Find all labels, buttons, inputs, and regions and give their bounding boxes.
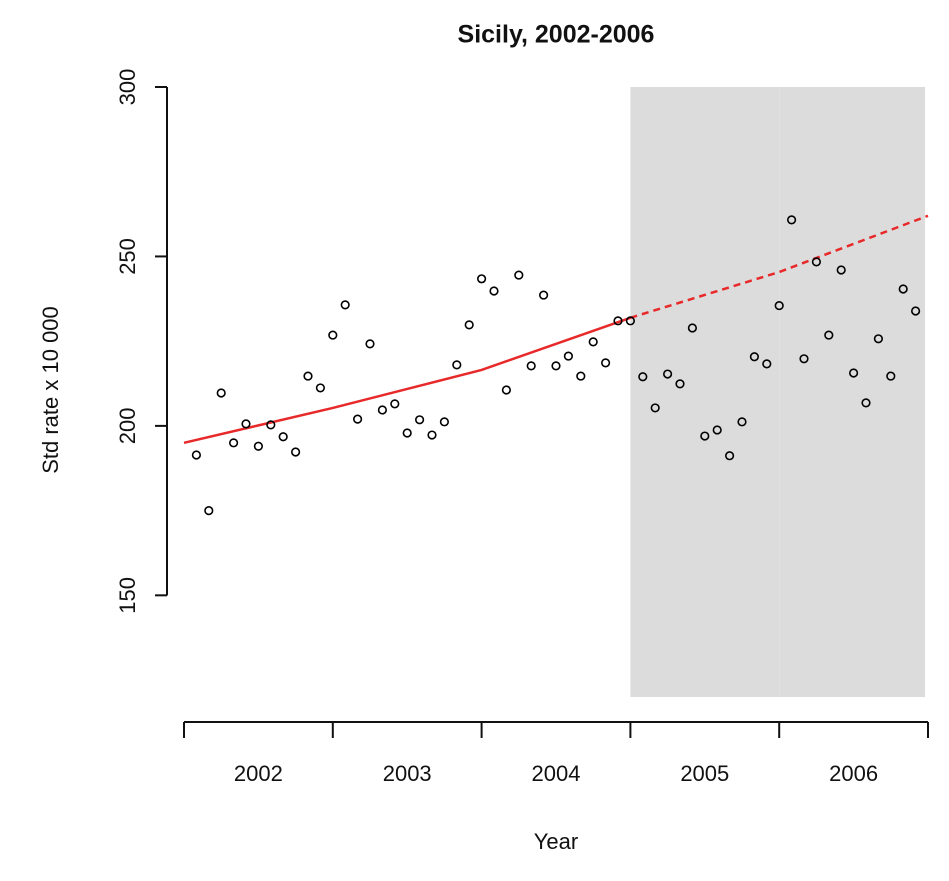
data-point	[650, 403, 660, 413]
x-group-label: 2005	[680, 761, 729, 786]
data-point	[799, 354, 809, 364]
data-point	[836, 265, 846, 275]
data-point	[477, 274, 487, 284]
x-group-label: 2004	[532, 761, 581, 786]
data-point	[613, 316, 623, 326]
data-point	[390, 399, 400, 409]
data-point	[489, 286, 499, 296]
data-point	[266, 420, 276, 430]
data-point	[662, 369, 673, 379]
data-point	[824, 330, 834, 340]
data-point	[848, 368, 859, 378]
data-point	[712, 425, 722, 435]
data-point	[600, 358, 611, 368]
data-point	[377, 405, 388, 415]
data-point	[886, 371, 896, 381]
x-group-label: 2006	[829, 761, 878, 786]
data-point	[588, 337, 598, 347]
shaded-region	[779, 87, 925, 697]
data-point	[328, 330, 338, 340]
data-point	[625, 316, 636, 326]
data-point	[551, 361, 561, 371]
x-axis-label: Year	[534, 829, 578, 854]
data-point	[229, 438, 239, 448]
data-point	[315, 383, 326, 393]
chart-title: Sicily, 2002-2006	[458, 21, 655, 49]
y-tick-label: 200	[115, 408, 140, 445]
trend-line	[630, 214, 929, 319]
data-point	[786, 215, 797, 225]
data-point	[191, 450, 201, 460]
data-point	[216, 388, 226, 398]
x-group-label: 2003	[383, 761, 432, 786]
shaded-region	[630, 87, 780, 697]
y-tick-label: 300	[115, 69, 140, 106]
data-point	[415, 415, 425, 425]
data-point	[204, 506, 214, 516]
data-point	[861, 398, 871, 408]
y-tick-label: 250	[115, 238, 140, 275]
data-point	[563, 351, 574, 361]
data-point	[514, 270, 524, 280]
data-point	[452, 360, 462, 370]
data-point	[873, 334, 884, 344]
data-point	[427, 430, 437, 440]
data-point	[811, 257, 822, 267]
data-point	[576, 371, 586, 381]
data-point	[353, 414, 363, 424]
data-point	[501, 385, 512, 395]
data-point	[241, 419, 251, 429]
y-tick-label: 150	[115, 577, 140, 614]
data-point	[737, 417, 747, 427]
data-point	[439, 417, 450, 427]
data-point	[365, 339, 375, 349]
data-point	[253, 441, 263, 451]
data-point	[675, 379, 685, 389]
data-point	[724, 451, 735, 461]
data-point	[303, 371, 313, 381]
data-point	[402, 428, 412, 438]
data-point	[898, 284, 908, 294]
data-point	[749, 352, 760, 362]
data-point	[774, 300, 784, 311]
data-point	[291, 447, 301, 457]
data-point	[638, 372, 648, 382]
x-group-label: 2002	[234, 761, 283, 786]
data-point	[687, 323, 698, 333]
data-point	[526, 361, 536, 371]
data-point	[340, 300, 350, 310]
y-axis-label: Std rate x 10 000	[38, 306, 63, 474]
data-point	[762, 359, 772, 369]
data-point	[464, 320, 474, 330]
data-point	[700, 431, 710, 441]
trend-line	[183, 316, 631, 445]
data-point	[278, 432, 288, 442]
data-point	[538, 290, 549, 300]
data-point	[910, 306, 921, 316]
